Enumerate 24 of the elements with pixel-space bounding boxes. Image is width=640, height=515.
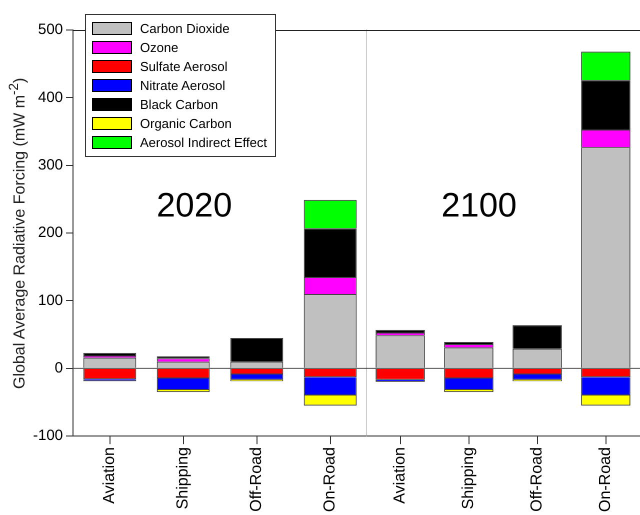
legend-label: Carbon Dioxide — [140, 21, 230, 36]
annotation: 2100 — [441, 186, 517, 226]
y-tick-label: -100 — [32, 427, 64, 444]
legend-label: Sulfate Aerosol — [140, 59, 228, 74]
y-tick-label: 400 — [38, 88, 64, 106]
y-tick-label: 200 — [38, 224, 64, 242]
x-tick-label: Shipping — [460, 447, 478, 510]
x-tick-label: Aviation — [392, 447, 409, 504]
legend-label: Nitrate Aerosol — [140, 78, 226, 93]
x-tick-label: Aviation — [101, 447, 118, 504]
y-tick-label: 500 — [38, 21, 64, 38]
legend-label: Ozone — [140, 40, 178, 55]
legend-label: Aerosol Indirect Effect — [140, 135, 267, 150]
legend-label: Black Carbon — [140, 97, 218, 112]
legend-label: Organic Carbon — [140, 116, 232, 131]
x-tick-label: Off-Road — [528, 447, 546, 512]
y-tick-label: 300 — [38, 156, 64, 174]
x-tick-label: On-Road — [597, 447, 614, 512]
y-tick-label: 100 — [38, 292, 64, 309]
x-tick-label: On-Road — [322, 447, 339, 512]
x-tick-label: Shipping — [174, 447, 192, 510]
annotation: 2020 — [156, 186, 232, 226]
y-tick-label: 0 — [54, 360, 64, 377]
x-tick-label: Off-Road — [248, 447, 266, 512]
